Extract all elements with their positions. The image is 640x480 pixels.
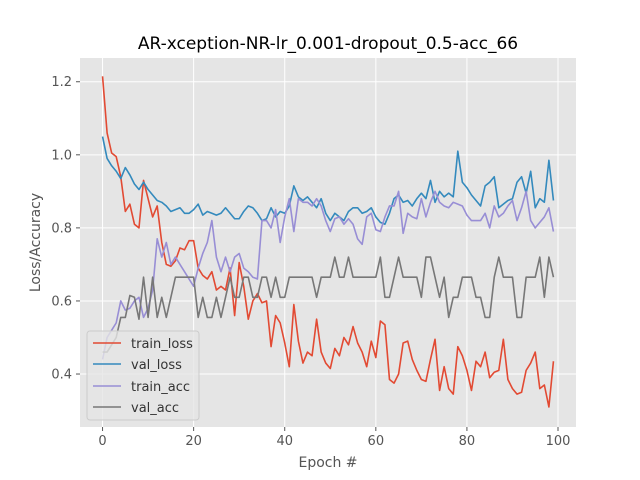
x-tick-label: 80 — [459, 434, 476, 449]
legend: train_loss val_loss train_acc val_acc — [86, 330, 200, 421]
series-line-train-acc — [101, 190, 555, 360]
y-tick-label: 0.8 — [51, 221, 72, 236]
legend-box — [86, 330, 200, 421]
x-tick-label: 40 — [276, 434, 293, 449]
series-line-val-acc — [102, 256, 555, 353]
y-tick-label: 1.2 — [51, 75, 72, 90]
y-tick-label: 0.4 — [51, 368, 72, 383]
series-line-val-loss — [101, 136, 555, 226]
y-axis-label: Loss/Accuracy — [28, 193, 44, 292]
legend-label-val-acc: val_acc — [131, 401, 179, 416]
legend-label-train-loss: train_loss — [131, 337, 193, 352]
legend-label-train-acc: train_acc — [131, 380, 190, 395]
y-tick-label: 1.0 — [51, 148, 72, 163]
x-tick-label: 0 — [98, 434, 106, 449]
x-axis-label: Epoch # — [298, 455, 357, 471]
x-tick-label: 20 — [185, 434, 202, 449]
y-tick-label: 0.6 — [51, 294, 72, 309]
x-tick-label: 100 — [546, 434, 571, 449]
chart-title: AR-xception-NR-lr_0.001-dropout_0.5-acc_… — [138, 34, 518, 54]
x-tick-label: 60 — [368, 434, 385, 449]
legend-label-val-loss: val_loss — [131, 358, 182, 373]
series-line-train-loss — [101, 76, 555, 408]
ticks: 0 20 40 60 80 100 0.4 0.6 0.8 1.0 1.2 — [51, 75, 570, 449]
series-layer — [101, 76, 555, 408]
